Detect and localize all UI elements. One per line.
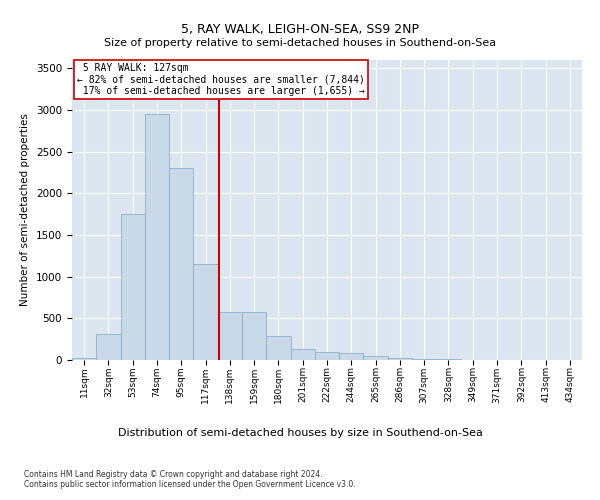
Text: Size of property relative to semi-detached houses in Southend-on-Sea: Size of property relative to semi-detach… xyxy=(104,38,496,48)
Bar xyxy=(290,349,315,360)
Text: Distribution of semi-detached houses by size in Southend-on-Sea: Distribution of semi-detached houses by … xyxy=(118,428,482,438)
Y-axis label: Number of semi-detached properties: Number of semi-detached properties xyxy=(20,114,31,306)
Bar xyxy=(72,358,96,360)
Bar xyxy=(266,336,290,360)
Text: Contains HM Land Registry data © Crown copyright and database right 2024.: Contains HM Land Registry data © Crown c… xyxy=(24,470,323,479)
Text: 5, RAY WALK, LEIGH-ON-SEA, SS9 2NP: 5, RAY WALK, LEIGH-ON-SEA, SS9 2NP xyxy=(181,22,419,36)
Text: 5 RAY WALK: 127sqm 
← 82% of semi-detached houses are smaller (7,844)
 17% of se: 5 RAY WALK: 127sqm ← 82% of semi-detache… xyxy=(77,63,365,96)
Bar xyxy=(412,359,436,360)
Bar xyxy=(96,334,121,360)
Bar xyxy=(364,356,388,360)
Bar xyxy=(193,264,218,360)
Bar xyxy=(315,352,339,360)
Bar xyxy=(169,168,193,360)
Text: Contains public sector information licensed under the Open Government Licence v3: Contains public sector information licen… xyxy=(24,480,356,489)
Bar xyxy=(218,312,242,360)
Bar xyxy=(242,312,266,360)
Bar xyxy=(121,214,145,360)
Bar xyxy=(388,358,412,360)
Bar xyxy=(339,352,364,360)
Bar xyxy=(145,114,169,360)
